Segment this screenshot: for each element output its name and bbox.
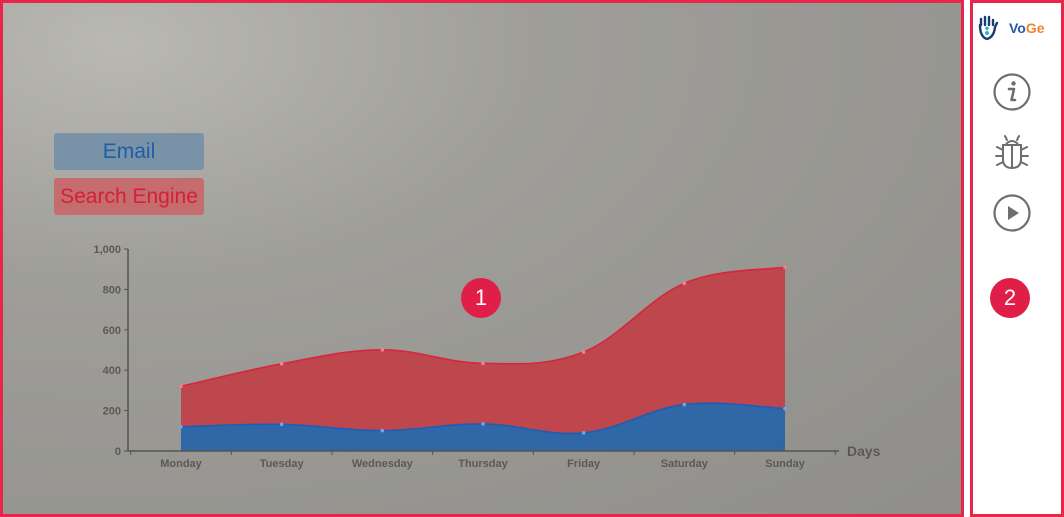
search-engine-point-tuesday [279,361,284,366]
search-engine-point-friday [581,350,586,354]
x-tick-label-saturday: Saturday [661,458,709,470]
hand-logo-icon [978,15,999,41]
legend-email[interactable]: Email [54,133,204,170]
search-engine-point-sunday [783,265,787,269]
x-tick-label-thursday: Thursday [458,458,508,470]
y-tick-label-5: 1,000 [93,244,121,256]
search-engine-point-saturday [682,281,687,286]
y-tick-label-3: 600 [103,325,121,337]
info-icon[interactable] [991,71,1033,113]
annotation-badge-2-label: 2 [1003,285,1017,310]
email-point-tuesday [279,422,284,427]
play-icon[interactable] [991,192,1033,234]
x-tick-label-tuesday: Tuesday [260,458,305,470]
email-point-thursday [481,422,485,426]
y-tick-label-0: 0 [115,446,121,458]
search-engine-point-wednesday [380,347,385,352]
side-panel: VoGe 2 [970,0,1064,517]
legend-search-engine-label: Search Engine [60,184,198,208]
y-tick-label-2: 400 [103,365,121,377]
series-search-engine-area [181,267,785,434]
brand-name-ge: Ge [1025,20,1045,36]
y-tick-label-4: 800 [103,284,121,296]
email-point-friday [581,431,586,435]
x-axis-label: Days [847,443,881,459]
legend-search-engine[interactable]: Search Engine [54,178,204,215]
bug-icon[interactable] [991,132,1033,174]
email-point-wednesday [380,428,385,433]
annotation-badge-2: 2 [990,278,1030,318]
area-chart: 0 200 400 600 800 1,000 Monday Tuesday Wednesday… [93,244,881,470]
email-point-sunday [783,406,787,411]
main-panel: 0 200 400 600 800 1,000 Monday Tuesday Wednesday… [0,0,964,517]
email-point-saturday [682,402,687,407]
annotation-badge-1-label: 1 [474,285,488,310]
x-tick-label-sunday: Sunday [765,458,806,470]
brand-name-vo: Vo [1009,20,1026,36]
x-tick-label-wednesday: Wednesday [352,458,414,470]
brand-name: VoGe [1009,20,1045,36]
y-tick-label-1: 200 [103,406,121,418]
x-tick-label-monday: Monday [160,458,202,470]
search-engine-point-thursday [481,361,485,366]
x-tick-label-friday: Friday [567,458,601,470]
app-logo: VoGe [977,13,1057,43]
annotation-badge-1: 1 [461,278,501,318]
series-email-area [181,403,785,451]
email-point-monday [179,424,183,429]
legend-email-label: Email [102,139,156,163]
search-engine-point-monday [179,384,183,389]
